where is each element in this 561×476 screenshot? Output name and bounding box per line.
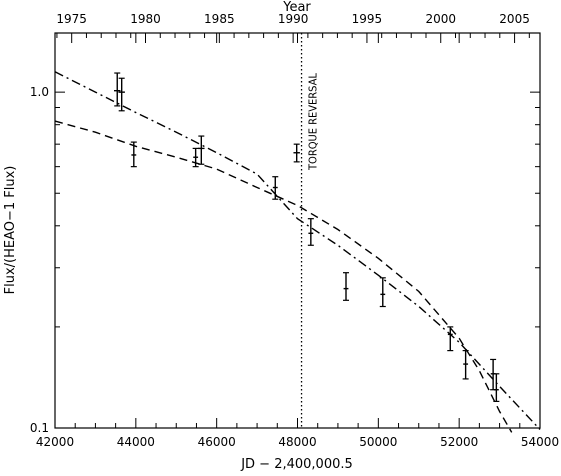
year-tick-label: 1990 — [278, 12, 309, 26]
dashdot-model-curve — [54, 71, 541, 430]
x-tick-label: 54000 — [521, 435, 559, 449]
year-tick-label: 1985 — [204, 12, 235, 26]
data-point — [307, 218, 314, 246]
data-point — [447, 326, 454, 352]
x-tick-label: 48000 — [278, 435, 316, 449]
data-points — [114, 72, 500, 403]
data-point — [192, 147, 199, 168]
y-tick-label: 0.1 — [30, 421, 49, 435]
model-curves — [54, 71, 541, 433]
data-point — [114, 72, 121, 107]
tick-labels: 42000 44000 46000 48000 50000 52000 54000 1975 1… — [30, 12, 559, 449]
year-tick-label: 2000 — [425, 12, 456, 26]
torque-reversal-label: TORQUE REVERSAL — [307, 73, 320, 171]
data-point — [343, 272, 349, 301]
data-point — [118, 77, 125, 112]
year-tick-label: 1995 — [352, 12, 383, 26]
dashed-model-curve — [54, 120, 513, 433]
data-point — [130, 141, 137, 168]
x-tick-label: 44000 — [117, 435, 155, 449]
year-tick-label: 2005 — [499, 12, 530, 26]
axis-ticks — [54, 33, 541, 429]
data-point — [490, 358, 497, 391]
x-tick-label: 52000 — [440, 435, 478, 449]
data-point — [493, 373, 500, 403]
x-tick-label: 42000 — [36, 435, 74, 449]
torque-reversal-line: TORQUE REVERSAL — [300, 33, 320, 428]
year-tick-label: 1980 — [130, 12, 161, 26]
y-axis-label: Flux/(HEAO−1 Flux) — [3, 166, 18, 295]
data-point — [198, 135, 205, 165]
data-point — [379, 277, 386, 308]
x-axis-label: JD − 2,400,000.5 — [240, 457, 353, 472]
y-tick-label: 1.0 — [30, 85, 49, 99]
x-tick-label: 50000 — [359, 435, 397, 449]
data-point — [293, 143, 300, 163]
top-axis-label: Year — [282, 0, 311, 15]
plot-frame — [54, 32, 541, 429]
data-point — [462, 350, 469, 380]
x-tick-label: 46000 — [198, 435, 236, 449]
year-tick-label: 1975 — [56, 12, 87, 26]
data-point — [272, 176, 279, 200]
